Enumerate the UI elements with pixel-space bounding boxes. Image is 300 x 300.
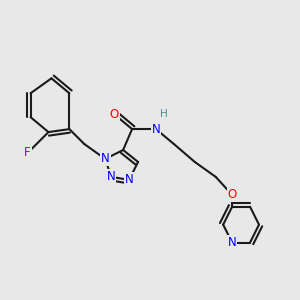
- Text: O: O: [227, 188, 237, 201]
- Text: N: N: [152, 123, 160, 136]
- Text: O: O: [110, 108, 119, 121]
- Text: F: F: [24, 146, 31, 160]
- Text: N: N: [107, 170, 116, 183]
- Text: N: N: [101, 152, 110, 166]
- Text: H: H: [160, 109, 167, 119]
- Text: N: N: [125, 173, 134, 186]
- Text: N: N: [228, 236, 236, 249]
